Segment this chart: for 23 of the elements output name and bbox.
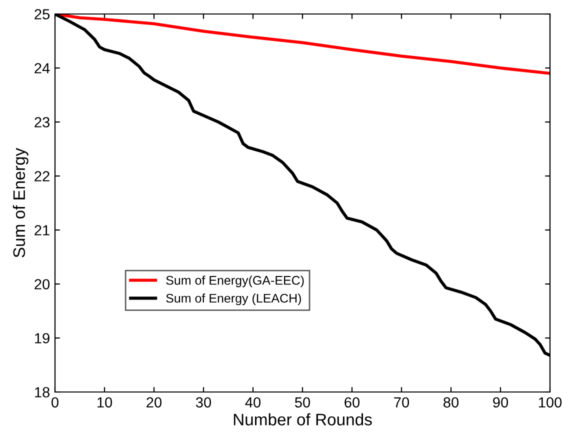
y-tick-label: 23 <box>34 117 50 128</box>
x-tick-label: 40 <box>245 397 261 408</box>
y-tick-label: 19 <box>35 333 50 344</box>
y-tick-label: 20 <box>34 279 50 290</box>
x-tick-label: 60 <box>344 397 360 408</box>
y-tick-label: 18 <box>35 387 50 398</box>
x-tick-label: 100 <box>538 397 562 408</box>
y-tick-label: 21 <box>34 225 50 236</box>
x-tick-label: 10 <box>98 397 112 408</box>
x-tick-label: 20 <box>146 397 162 408</box>
x-tick-label: 70 <box>394 397 410 408</box>
x-tick-label: 50 <box>294 397 310 408</box>
y-tick-label: 25 <box>34 9 50 20</box>
y-tick-label: 24 <box>34 63 50 74</box>
legend-label: Sum of Energy(GA-EEC) <box>166 276 304 288</box>
legend-label: Sum of Energy (LEACH) <box>166 294 301 306</box>
x-tick-label: 0 <box>52 397 58 408</box>
y-axis-title: Sum of Energy <box>12 148 28 258</box>
x-tick-label: 30 <box>196 397 212 408</box>
y-tick-label: 22 <box>34 171 50 182</box>
x-tick-label: 80 <box>444 397 459 408</box>
x-tick-label: 90 <box>493 397 508 408</box>
x-axis-title: Number of Rounds <box>234 413 372 426</box>
